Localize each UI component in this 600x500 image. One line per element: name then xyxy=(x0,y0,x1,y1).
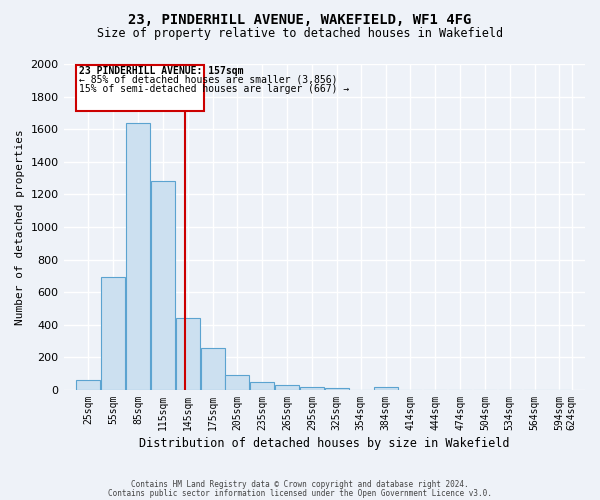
Text: Contains public sector information licensed under the Open Government Licence v3: Contains public sector information licen… xyxy=(108,489,492,498)
X-axis label: Distribution of detached houses by size in Wakefield: Distribution of detached houses by size … xyxy=(139,437,509,450)
Bar xyxy=(250,382,274,390)
Bar xyxy=(151,180,175,390)
Text: Size of property relative to detached houses in Wakefield: Size of property relative to detached ho… xyxy=(97,28,503,40)
Bar xyxy=(226,376,250,390)
Text: ← 85% of detached houses are smaller (3,856): ← 85% of detached houses are smaller (3,… xyxy=(79,74,338,85)
Bar xyxy=(325,388,349,390)
Bar xyxy=(200,348,224,390)
Y-axis label: Number of detached properties: Number of detached properties xyxy=(15,129,25,325)
Text: 23, PINDERHILL AVENUE, WAKEFIELD, WF1 4FG: 23, PINDERHILL AVENUE, WAKEFIELD, WF1 4F… xyxy=(128,12,472,26)
Bar xyxy=(176,318,200,390)
Bar xyxy=(126,124,150,390)
Bar xyxy=(76,65,204,112)
Bar xyxy=(101,276,125,390)
Bar xyxy=(76,380,100,390)
Bar xyxy=(374,388,398,390)
Bar xyxy=(275,385,299,390)
Text: 15% of semi-detached houses are larger (667) →: 15% of semi-detached houses are larger (… xyxy=(79,84,350,94)
Text: Contains HM Land Registry data © Crown copyright and database right 2024.: Contains HM Land Registry data © Crown c… xyxy=(131,480,469,489)
Text: 23 PINDERHILL AVENUE: 157sqm: 23 PINDERHILL AVENUE: 157sqm xyxy=(79,66,244,76)
Bar xyxy=(300,386,324,390)
